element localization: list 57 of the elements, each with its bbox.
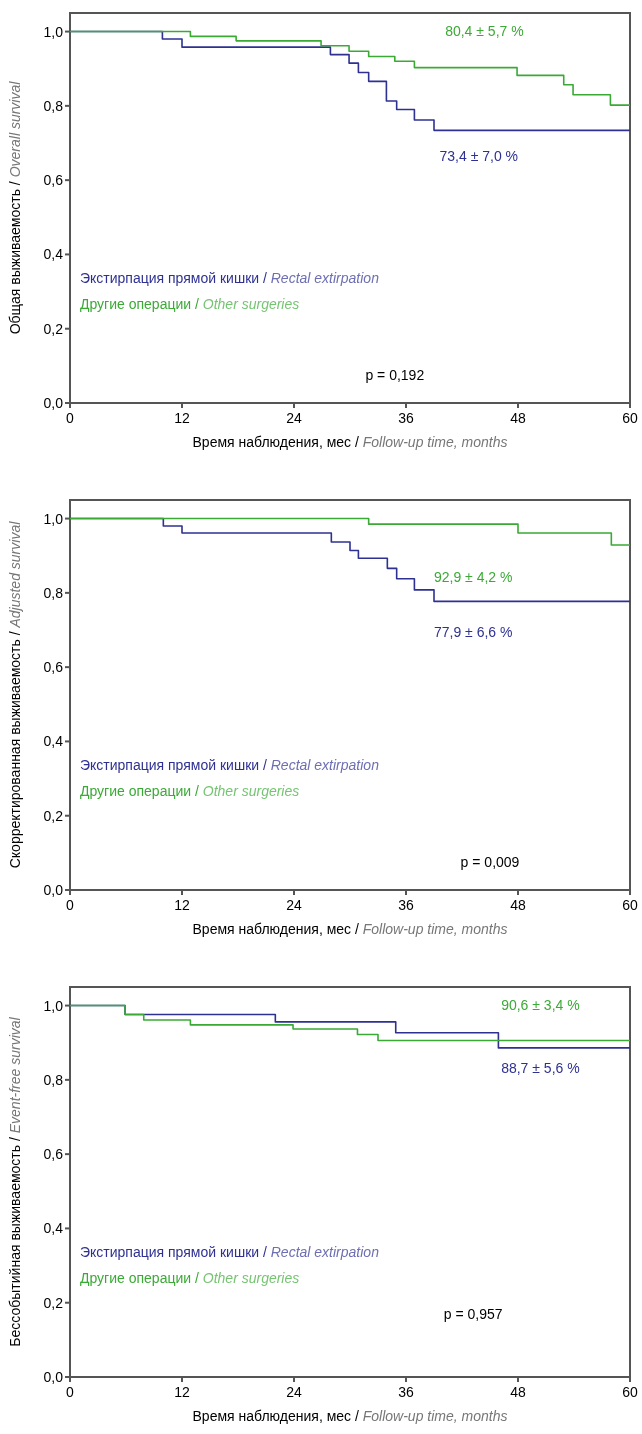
- y-tick-label: 0,2: [43, 320, 64, 337]
- y-axis-title: Скорректированная выживаемость / Adjusted survival: [7, 520, 23, 869]
- x-tick-label: 48: [510, 410, 526, 426]
- text: Другие операции / Other surgeries: [80, 296, 300, 312]
- x-tick-label: 48: [510, 897, 526, 913]
- x-tick-label: 12: [174, 1384, 190, 1400]
- x-tick-label: 0: [66, 897, 75, 913]
- x-tick-label: 60: [622, 410, 638, 426]
- text: Другие операции / Other surgeries: [80, 1270, 300, 1286]
- y-tick-label: 0,0: [43, 882, 64, 898]
- annotation: 77,9 ± 6,6 %: [433, 623, 513, 640]
- x-tick-label: 36: [398, 1384, 414, 1400]
- y-tick-label: 1,0: [43, 510, 64, 527]
- x-tick-label: 0: [66, 1384, 75, 1400]
- y-tick-label: 0,8: [43, 1071, 64, 1088]
- y-tick-label: 0,6: [43, 659, 64, 676]
- y-tick-label: 0,2: [43, 1294, 64, 1311]
- y-axis-title: Бессобытийная выживаемость / Event-free survival: [7, 1016, 23, 1347]
- y-tick-label: 0,4: [43, 1220, 64, 1237]
- text: Другие операции / Other surgeries: [80, 783, 300, 799]
- text: Экстирпация прямой кишки / Rectal extirpation: [80, 757, 380, 773]
- y-tick-label: 0,8: [43, 584, 64, 601]
- y-tick-label: 0,0: [43, 395, 64, 411]
- y-tick-label: 0,2: [43, 807, 64, 824]
- y-tick-label: 1,0: [43, 997, 64, 1014]
- annotation: p = 0,009: [460, 853, 520, 870]
- text: Экстирпация прямой кишки / Rectal extirpation: [80, 1244, 380, 1260]
- y-tick-label: 1,0: [43, 23, 64, 40]
- x-tick-label: 12: [174, 410, 190, 426]
- y-tick-label: 0,0: [43, 1369, 64, 1385]
- y-tick-label: 0,8: [43, 97, 64, 114]
- y-axis-title: Общая выживаемость / Overall survival: [7, 80, 23, 335]
- x-tick-label: 36: [398, 897, 414, 913]
- x-tick-label: 60: [622, 897, 638, 913]
- annotation: 92,9 ± 4,2 %: [433, 568, 513, 585]
- x-tick-label: 12: [174, 897, 190, 913]
- y-tick-label: 0,4: [43, 733, 64, 750]
- x-tick-label: 0: [66, 410, 75, 426]
- annotation: p = 0,192: [365, 366, 425, 383]
- text: Экстирпация прямой кишки / Rectal extirpation: [80, 270, 380, 286]
- x-tick-label: 24: [286, 897, 302, 913]
- annotation: 90,6 ± 3,4 %: [501, 997, 580, 1014]
- x-tick-label: 48: [510, 1384, 526, 1400]
- annotation: p = 0,957: [443, 1305, 503, 1322]
- x-tick-label: 24: [286, 410, 302, 426]
- x-axis-title: Время наблюдения, мес / Follow-up time, months: [192, 921, 508, 937]
- x-tick-label: 24: [286, 1384, 302, 1400]
- y-tick-label: 0,6: [43, 172, 64, 189]
- annotation: 80,4 ± 5,7 %: [445, 23, 524, 40]
- y-tick-label: 0,4: [43, 246, 64, 263]
- x-tick-label: 36: [398, 410, 414, 426]
- y-tick-label: 0,6: [43, 1146, 64, 1163]
- annotation: 88,7 ± 5,6 %: [501, 1059, 580, 1076]
- annotation: 73,4 ± 7,0 %: [439, 148, 519, 165]
- x-axis-title: Время наблюдения, мес / Follow-up time, months: [192, 434, 508, 450]
- x-tick-label: 60: [622, 1384, 638, 1400]
- x-axis-title: Время наблюдения, мес / Follow-up time, months: [192, 1408, 508, 1424]
